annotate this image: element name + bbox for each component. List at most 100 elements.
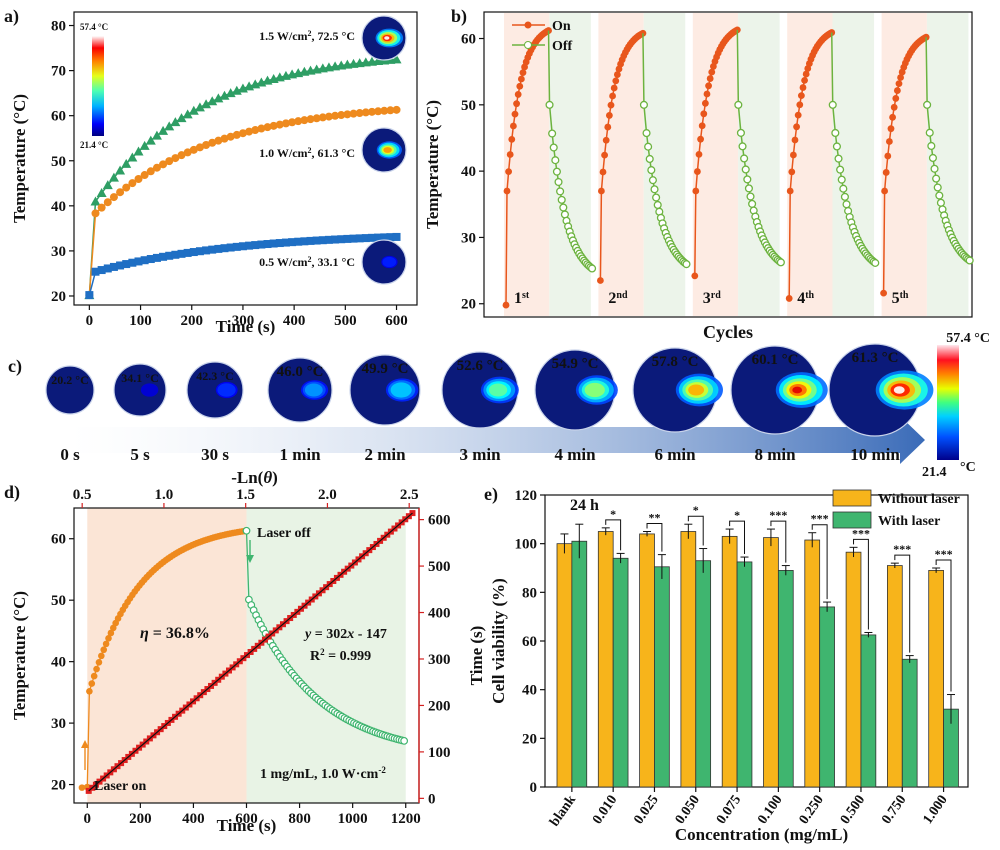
- panel-a-point: [392, 232, 401, 241]
- panel-c-frame-6-hotspot: [584, 382, 605, 398]
- panel-b-on-point: [791, 136, 799, 144]
- panel-b-off-point: [650, 185, 659, 194]
- panel-a-point: [91, 209, 100, 218]
- panel-d-fit-series: [85, 510, 416, 794]
- panel-c-frame-time: 0 s: [60, 445, 80, 464]
- panel-b-off-point: [648, 176, 657, 185]
- panel-e-bar-1: [695, 560, 712, 788]
- panel-a-point: [165, 157, 174, 166]
- panel-a-series-label: 0.5 W/cm2, 33.1 °C: [259, 255, 355, 270]
- panel-d-fit-line: [88, 512, 413, 792]
- panel-a-point: [171, 250, 180, 259]
- panel-a-point: [116, 188, 125, 197]
- panel-a-ylabel: Temperature (°C): [10, 94, 29, 223]
- panel-b-cycle-label: 1st: [514, 290, 530, 308]
- panel-a-series-0: [84, 54, 402, 300]
- panel-e-bar-1: [736, 561, 753, 788]
- panel-a-point: [367, 107, 376, 116]
- panel-a-ytick-label: 40: [51, 199, 66, 215]
- panel-b-on-point: [700, 110, 708, 118]
- panel-a-series-label: 1.5 W/cm2, 72.5 °C: [259, 29, 355, 44]
- panel-a-point: [183, 248, 192, 257]
- panel-c-frame-7-hotspot: [688, 384, 705, 396]
- panel-b-on-series: [502, 27, 552, 309]
- panel-a-point: [164, 121, 175, 131]
- panel-b-off-point: [828, 100, 837, 109]
- panel-a-point: [96, 188, 107, 198]
- panel-d-heating-point: [90, 672, 98, 680]
- panel-a-point: [288, 118, 297, 127]
- panel-c-colorbar-max: 57.4 °C: [946, 331, 990, 346]
- panel-a-xlabel: Time (s): [216, 317, 276, 336]
- panel-b-off-point: [647, 166, 656, 175]
- panel-b-off-point: [734, 100, 743, 109]
- panel-d-right-ytick-label: 300: [428, 652, 451, 668]
- panel-b-on-series: [597, 29, 647, 284]
- panel-e-ytick-label: 100: [515, 537, 538, 553]
- panel-d-laser-on-arrowhead: [81, 740, 89, 748]
- panel-e-xtick-label: 0.750: [879, 793, 909, 827]
- panel-a-letter: a): [4, 6, 19, 27]
- panel-b-off-point: [930, 164, 939, 173]
- panel-b-off-series: [734, 29, 785, 267]
- panel-a-point: [202, 246, 211, 255]
- panel-e-sig-label: ***: [893, 542, 911, 556]
- panel-d-heating-bg: [87, 508, 247, 803]
- panel-a-series-1: [85, 105, 401, 300]
- panel-b-on-point: [516, 82, 524, 90]
- panel-a-ytick-label: 50: [51, 154, 66, 170]
- panel-e-bar-0: [721, 535, 738, 788]
- panel-e-xtick-label: 0.100: [755, 793, 785, 827]
- panel-a-point: [324, 235, 333, 244]
- panel-a-point: [145, 135, 156, 145]
- panel-b-cycle-label: 5th: [892, 290, 909, 308]
- panel-b-letter: b): [451, 6, 467, 27]
- panel-b-on-point: [922, 33, 930, 41]
- panel-b-off-point: [933, 183, 942, 192]
- panel-a-point: [294, 237, 303, 246]
- panel-e-xtick-label: blank: [547, 793, 579, 830]
- panel-b-off-point: [748, 199, 757, 208]
- panel-e-sig-label: *: [734, 508, 740, 522]
- panel-b-off-point: [837, 175, 846, 184]
- panel-a-point: [171, 154, 180, 163]
- panel-a-point: [238, 129, 247, 138]
- panel-a-point: [128, 258, 137, 267]
- panel-b-off-series: [828, 32, 880, 267]
- panel-a-point: [152, 163, 161, 172]
- panel-c-frame-3-hotspot: [304, 383, 323, 397]
- panel-a-point: [195, 143, 204, 152]
- panel-d-condition: 1 mg/mL, 1.0 W·cm-2: [260, 765, 386, 782]
- panel-b-off-series: [639, 33, 691, 269]
- panel-b-on-point: [890, 103, 898, 111]
- panel-b-off-point: [927, 141, 936, 151]
- panel-b-off-point: [741, 165, 750, 174]
- panel-d-heating-point: [100, 646, 108, 654]
- panel-b-on-point: [708, 68, 716, 76]
- panel-a-point: [121, 158, 132, 168]
- panel-e-bar-1: [819, 606, 835, 788]
- panel-e-ytick-label: 0: [530, 780, 538, 796]
- panel-b-on-point: [881, 187, 888, 195]
- panel-d-right-ytick-label: 100: [428, 745, 451, 761]
- panel-b-off-point: [682, 260, 691, 269]
- panel-e-sig-bracket: [894, 554, 911, 653]
- panel-c-frame-temp: 57.8 °C: [652, 354, 699, 370]
- panel-e-sig-bracket: [729, 520, 746, 555]
- panel-b-on-point: [601, 151, 608, 159]
- panel-a-point: [251, 241, 260, 250]
- panel-b-on-point: [698, 122, 706, 130]
- panel-a-ytick-label: 70: [51, 64, 66, 80]
- panel-b-off-point: [743, 175, 752, 184]
- panel-a-point: [232, 242, 241, 251]
- panel-b-on-point: [785, 295, 793, 302]
- panel-a-point: [257, 240, 266, 249]
- panel-b-on-point: [610, 84, 618, 92]
- panel-c-frame-1-disc: [113, 363, 167, 417]
- panel-b-off-point: [744, 184, 753, 193]
- panel-a-point: [159, 252, 168, 261]
- panel-a-point: [386, 233, 395, 242]
- panel-c-frame-time: 4 min: [554, 445, 596, 464]
- panel-c-colorbar: [937, 345, 959, 460]
- panel-b-off-point: [776, 258, 785, 267]
